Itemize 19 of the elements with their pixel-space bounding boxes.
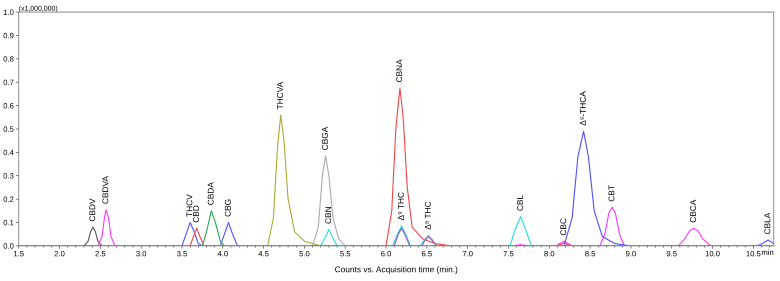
annotation: CBT: [608, 185, 614, 202]
annotation: Δ⁹ THC: [398, 192, 404, 220]
annotation: CBDV: [89, 198, 96, 222]
annotation: Δ⁸ THC: [424, 202, 431, 230]
annotation: CBD: [193, 206, 199, 222]
annotation: CBDA: [208, 182, 214, 205]
annotation: THCVA: [277, 82, 283, 110]
x-axis-title: Counts vs. Acquisition time (min.): [335, 266, 458, 274]
annotation: CBNA: [396, 59, 402, 82]
annotation: CBC: [560, 218, 566, 236]
annotation: CBGA: [322, 126, 328, 150]
annotation: CBG: [224, 200, 231, 217]
annotation: CBN: [325, 207, 332, 224]
annotation: CBCA: [690, 200, 696, 222]
annotation: CBL: [517, 195, 523, 211]
annotation: CBDVA: [102, 176, 108, 204]
annotation: CBLA: [764, 212, 770, 234]
annotation: THCV: [186, 194, 192, 217]
annotation: Δ⁹-THCA: [580, 91, 586, 126]
